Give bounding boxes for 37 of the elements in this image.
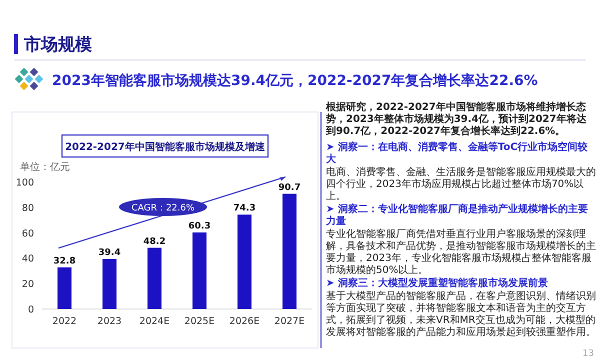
text: 2023年智能客服市场规模达39.4亿元，2022-2027年复合增长率达22.6% [52,72,538,89]
text: ➤ 洞察二：专业化智能客服厂商是推动产业规模增长的主要力量 [326,204,589,228]
y-tick-label: 100 [16,178,34,188]
x-tick-label: 2022 [52,316,77,327]
bar [238,214,252,309]
annotation: CAGR：22.6% [131,204,195,214]
y-tick-label: 0 [28,304,34,316]
y-tick-label: 60 [22,228,34,240]
x-tick-label: 2026E [229,316,260,327]
x-tick-label: 2024E [139,316,170,327]
x-tick-label: 2023 [97,316,122,327]
bar [282,194,296,309]
text: 根据研究，2022-2027年中国智能客服市场将维持增长态势，2023年整体市场规模为39.4亿，预计到2027年将达到90.7亿，2022-2027年复合增长率达到22.6%。 [326,102,588,138]
data-label: 74.3 [233,204,256,214]
data-label: 32.8 [53,256,76,266]
chart-title: 2022-2027年中国智能客服市场规模及增速 [65,141,266,153]
y-tick-label: 40 [22,254,34,265]
y-axis-title: 单位：亿元 [20,161,70,173]
data-label: 90.7 [278,182,301,193]
x-tick-label: 2025E [184,316,215,327]
x-tick-label: 2027E [274,316,305,327]
bar [102,258,116,309]
text: 专业化智能客服厂商凭借对垂直行业用户客服场景的深刻理解，具备技术和产品优势，是推动智能客服市场规模增长的主要力量，2023年，专业化智能客服市场规模占整体智能客服市场规模的50%以上。 [326,229,596,277]
y-tick-label: 20 [22,279,34,290]
text: ➤ 洞察三：大模型发展重塑智能客服市场发展前景 [326,278,549,290]
data-label: 39.4 [98,248,121,258]
text: ➤ 洞察一：在电商、消费零售、金融等ToC行业市场空间较大 [326,142,589,166]
text: 13 [582,349,594,359]
text: 基于大模型产品的智能客服产品，在客户意图识别、情绪识别等方面实现了突破，并将智能客服文本和语音为主的交互方式，拓展到了视频，未来VR和MR交互也成为可能，大模型的发展将对智能客服的产品能力和应用场景起到较强重塑作用。 [326,291,596,339]
data-label: 48.2 [143,236,166,247]
y-tick-label: 80 [22,202,34,214]
bar [148,248,162,309]
text: 市场规模 [23,35,92,55]
bar [192,232,206,309]
data-label: 60.3 [188,221,211,232]
text: 电商、消费零售、金融、生活服务是智能客服应用规模最大的四个行业，2023年市场应用规模占比超过整体市场70%以上。 [326,167,596,203]
bar [58,267,72,309]
